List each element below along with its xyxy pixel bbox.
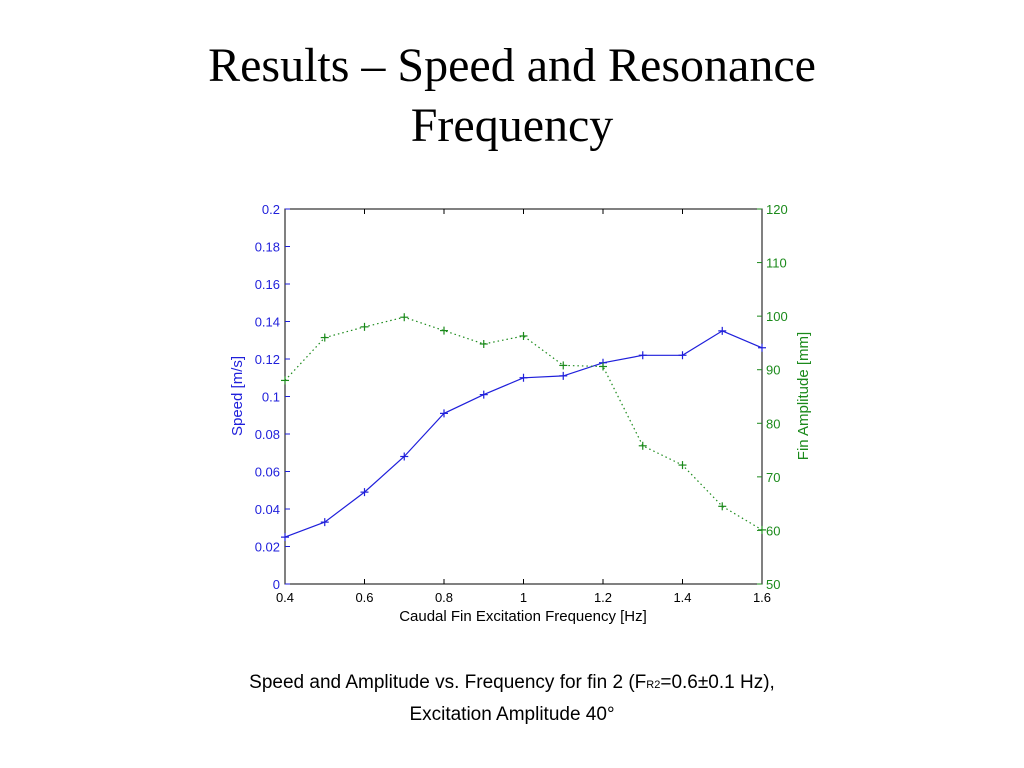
amplitude-data-point xyxy=(479,340,488,348)
speed-amplitude-chart: 0.4 0.6 0.8 1 1.2 1.4 1.6 0 0.02 0.04 0.06 0.08 0.1 0… xyxy=(229,202,812,625)
left-y-tick-label: 0.06 xyxy=(255,465,280,480)
amplitude-data-point xyxy=(758,525,766,534)
speed-data-point xyxy=(400,452,409,461)
left-y-tick-label: 0.16 xyxy=(255,277,280,292)
right-y-tick-label: 120 xyxy=(766,202,788,217)
left-y-tick-label: 0.12 xyxy=(255,352,280,367)
x-tick-label: 1 xyxy=(520,590,527,605)
speed-data-point xyxy=(479,390,488,399)
caption-line-2: Excitation Amplitude 40° xyxy=(409,704,615,725)
amplitude-data-point xyxy=(360,322,369,331)
x-tick-label: 1.4 xyxy=(673,590,691,605)
amplitude-data-point xyxy=(281,376,289,385)
left-y-tick-label: 0.04 xyxy=(255,502,280,517)
x-tick-label: 1.6 xyxy=(753,590,771,605)
slide-title-line-1: Results – Speed and Resonance xyxy=(208,39,816,92)
left-y-axis-label: Speed [m/s] xyxy=(229,356,246,436)
speed-data-point xyxy=(519,373,528,382)
amplitude-data-point xyxy=(678,461,687,470)
left-y-tick-label: 0.2 xyxy=(262,202,280,217)
speed-data-point xyxy=(638,351,647,360)
x-tick-label: 0.8 xyxy=(435,590,453,605)
speed-data-point xyxy=(281,533,289,542)
caption-line-1-end: =0.6±0.1 Hz), xyxy=(660,672,775,693)
speed-data-point xyxy=(718,326,727,335)
amplitude-data-point xyxy=(400,313,409,322)
left-y-tick-label: 0.18 xyxy=(255,240,280,255)
slide-title: Results – Speed and Resonance Frequency xyxy=(0,36,1024,156)
caption-subscript: R2 xyxy=(646,679,661,691)
right-y-tick-label: 100 xyxy=(766,309,788,324)
amplitude-data-point xyxy=(559,361,568,370)
speed-data-point xyxy=(360,488,369,497)
left-y-tick-label: 0.08 xyxy=(255,427,280,442)
speed-data-point xyxy=(320,518,329,527)
amplitude-data-point xyxy=(440,326,448,335)
amplitude-data-point xyxy=(519,331,528,340)
x-tick-label: 1.2 xyxy=(594,590,612,605)
left-y-tick-label: 0 xyxy=(273,577,280,592)
right-y-axis-label: Fin Amplitude [mm] xyxy=(795,332,812,460)
amplitude-data-point xyxy=(638,441,647,450)
right-y-tick-label: 80 xyxy=(766,416,780,431)
amplitude-data-point xyxy=(718,502,727,511)
speed-data-point xyxy=(440,409,448,418)
figure-caption: Speed and Amplitude vs. Frequency for fi… xyxy=(0,668,1024,729)
right-y-tick-label: 110 xyxy=(766,256,787,271)
slide-title-line-2: Frequency xyxy=(410,99,614,152)
speed-data-point xyxy=(559,371,568,380)
x-axis-label: Caudal Fin Excitation Frequency [Hz] xyxy=(399,608,647,625)
plot-frame xyxy=(284,208,763,585)
speed-series-line xyxy=(284,330,763,538)
right-y-tick-label: 70 xyxy=(766,470,780,485)
x-tick-label: 0.6 xyxy=(355,590,373,605)
caption-line-1: Speed and Amplitude vs. Frequency for fi… xyxy=(0,668,1024,700)
right-y-tick-label: 60 xyxy=(766,523,780,538)
amplitude-data-point xyxy=(320,333,329,342)
right-y-tick-label: 50 xyxy=(766,577,780,592)
left-y-tick-label: 0.1 xyxy=(262,390,280,405)
left-y-tick-label: 0.14 xyxy=(255,315,280,330)
x-tick-label: 0.4 xyxy=(276,590,294,605)
left-y-tick-label: 0.02 xyxy=(255,540,280,555)
speed-data-point xyxy=(678,351,687,360)
right-y-tick-label: 90 xyxy=(766,363,780,378)
speed-data-point xyxy=(758,343,766,352)
caption-line-1-start: Speed and Amplitude vs. Frequency for fi… xyxy=(249,672,647,693)
amplitude-data-point xyxy=(599,362,607,371)
